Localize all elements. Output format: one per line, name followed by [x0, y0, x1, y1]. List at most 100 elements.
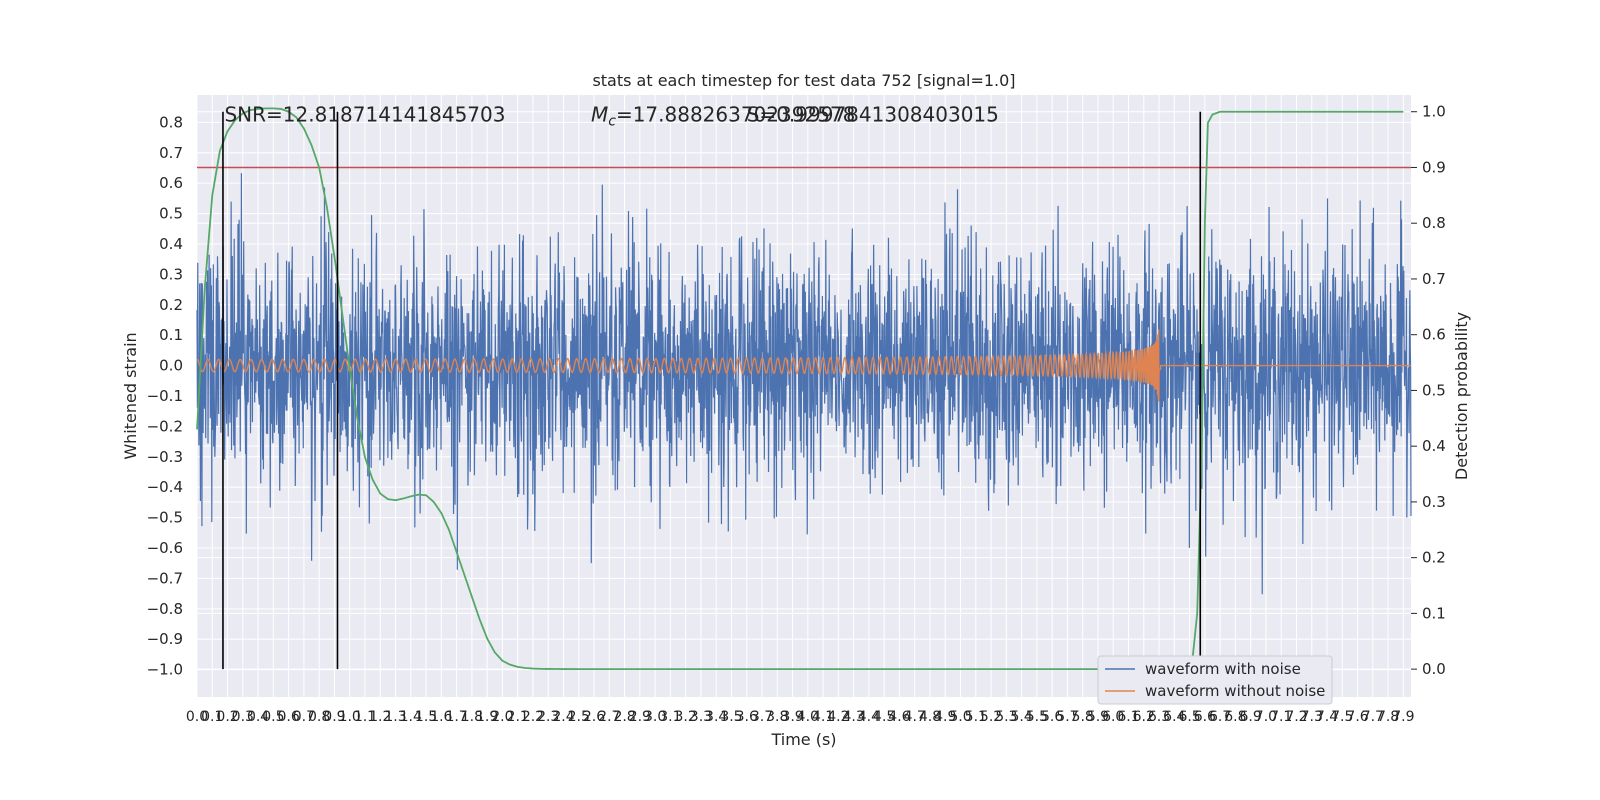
x-tick-label: 6.7 [1209, 709, 1231, 725]
x-tick-label: 7.6 [1346, 709, 1368, 725]
y-tick-label: −0.7 [147, 569, 183, 587]
y2-axis-label: Detection probability [1452, 312, 1471, 480]
x-tick-label: 0.9 [323, 709, 345, 725]
x-axis-label: Time (s) [770, 730, 836, 749]
y2-tick-label: 0.6 [1422, 326, 1446, 344]
x-axis-ticks: 0.00.10.20.30.40.50.60.70.80.91.01.11.21… [186, 709, 1415, 725]
annotations: SNR=12.818714141845703 Mc=17.888263702392… [224, 102, 998, 129]
y-tick-label: −0.6 [147, 539, 183, 557]
x-tick-label: 2.3 [537, 709, 559, 725]
x-tick-label: 0.8 [308, 709, 330, 725]
x-tick-label: 0.4 [247, 709, 269, 725]
y-tick-label: 0.8 [159, 113, 183, 131]
x-tick-label: 7.2 [1285, 709, 1307, 725]
x-tick-label: 4.4 [858, 709, 880, 725]
x-tick-label: 4.2 [827, 709, 849, 725]
x-tick-label: 4.0 [797, 709, 819, 725]
y-tick-label: −0.9 [147, 630, 183, 648]
annotation-0: SNR=12.818714141845703 [224, 102, 505, 126]
x-tick-label: 4.5 [873, 709, 895, 725]
x-tick-label: 5.3 [995, 709, 1017, 725]
y2-axis-ticks: 1.0 0.9 0.8 0.7 0.6 0.5 0.4 0.3 0.2 0.1 0.0 [1411, 103, 1446, 678]
legend-entry-noisy: waveform with noise [1145, 660, 1301, 678]
x-tick-label: 1.8 [461, 709, 483, 725]
chart-title: stats at each timestep for test data 752… [592, 71, 1015, 90]
y-tick-label: −0.1 [147, 387, 183, 405]
y2-tick-label: 0.8 [1422, 214, 1446, 232]
x-tick-label: 2.7 [598, 709, 620, 725]
y2-tick-label: 0.4 [1422, 437, 1446, 455]
x-tick-label: 3.7 [751, 709, 773, 725]
x-tick-label: 5.6 [1041, 709, 1063, 725]
x-tick-label: 3.2 [675, 709, 697, 725]
x-tick-label: 5.4 [1010, 709, 1032, 725]
x-tick-label: 6.9 [1240, 709, 1262, 725]
y-tick-label: −0.3 [147, 448, 183, 466]
x-tick-label: 3.9 [781, 709, 803, 725]
legend-box [1097, 655, 1333, 705]
x-tick-label: 7.4 [1316, 709, 1338, 725]
x-tick-label: 3.1 [659, 709, 681, 725]
x-tick-label: 6.4 [1163, 709, 1185, 725]
series-line-noisy [196, 173, 1412, 595]
y-tick-label: 0.2 [159, 296, 183, 314]
y-tick-label: −0.8 [147, 600, 183, 618]
x-tick-label: 2.0 [491, 709, 513, 725]
y-tick-label: −0.5 [147, 509, 183, 527]
x-tick-label: 2.5 [568, 709, 590, 725]
y-tick-label: 0.4 [159, 235, 183, 253]
y2-tick-label: 0.2 [1422, 549, 1446, 567]
x-tick-label: 0.6 [277, 709, 299, 725]
x-tick-label: 3.8 [766, 709, 788, 725]
y-tick-label: −0.4 [147, 478, 183, 496]
x-tick-label: 5.8 [1072, 709, 1094, 725]
y-tick-label: −0.2 [147, 417, 183, 435]
x-tick-label: 1.5 [415, 709, 437, 725]
y-tick-label: 0.1 [159, 326, 183, 344]
x-tick-label: 0.1 [201, 709, 223, 725]
annotation-1: Mc=17.888263702392578 [591, 102, 855, 129]
x-tick-label: 2.6 [583, 709, 605, 725]
x-tick-label: 6.8 [1224, 709, 1246, 725]
x-tick-label: 2.9 [629, 709, 651, 725]
x-tick-label: 0.2 [216, 709, 238, 725]
legend: waveform with noise waveform without noi… [1097, 655, 1333, 705]
x-tick-label: 4.8 [919, 709, 941, 725]
annotation-2: S=0.9997841308403015 [747, 102, 999, 126]
x-tick-label: 3.6 [736, 709, 758, 725]
x-tick-label: 4.9 [934, 709, 956, 725]
y-axis-label: Whitened strain [121, 332, 140, 459]
x-tick-label: 2.4 [552, 709, 574, 725]
x-tick-label: 7.8 [1377, 709, 1399, 725]
y2-tick-label: 0.9 [1422, 158, 1446, 176]
x-tick-label: 1.2 [369, 709, 391, 725]
y-tick-label: 0.6 [159, 174, 183, 192]
y-tick-label: −1.0 [147, 661, 183, 679]
x-tick-label: 5.9 [1087, 709, 1109, 725]
y2-tick-label: 0.5 [1422, 381, 1446, 399]
x-tick-label: 6.3 [1148, 709, 1170, 725]
x-tick-label: 6.5 [1178, 709, 1200, 725]
x-tick-label: 2.8 [613, 709, 635, 725]
x-tick-label: 1.1 [354, 709, 376, 725]
x-tick-label: 0.0 [186, 709, 208, 725]
x-tick-label: 4.6 [888, 709, 910, 725]
x-tick-label: 6.0 [1102, 709, 1124, 725]
y2-tick-label: 0.0 [1422, 660, 1446, 678]
x-tick-label: 0.5 [262, 709, 284, 725]
x-tick-label: 1.3 [384, 709, 406, 725]
x-tick-label: 1.6 [430, 709, 452, 725]
x-tick-label: 7.1 [1270, 709, 1292, 725]
x-tick-label: 7.9 [1392, 709, 1414, 725]
x-tick-label: 0.7 [293, 709, 315, 725]
x-tick-label: 6.2 [1133, 709, 1155, 725]
x-tick-label: 3.3 [690, 709, 712, 725]
y2-tick-label: 0.7 [1422, 270, 1446, 288]
y-axis-ticks: 0.8 0.7 0.6 0.5 0.4 0.3 0.2 0.1 0.0 −0.1 −0.2 −0.3 −… [147, 113, 183, 678]
y-tick-label: 0.5 [159, 205, 183, 223]
y2-tick-label: 0.3 [1422, 493, 1446, 511]
x-tick-label: 7.5 [1331, 709, 1353, 725]
x-tick-label: 2.2 [522, 709, 544, 725]
x-tick-label: 6.6 [1194, 709, 1216, 725]
